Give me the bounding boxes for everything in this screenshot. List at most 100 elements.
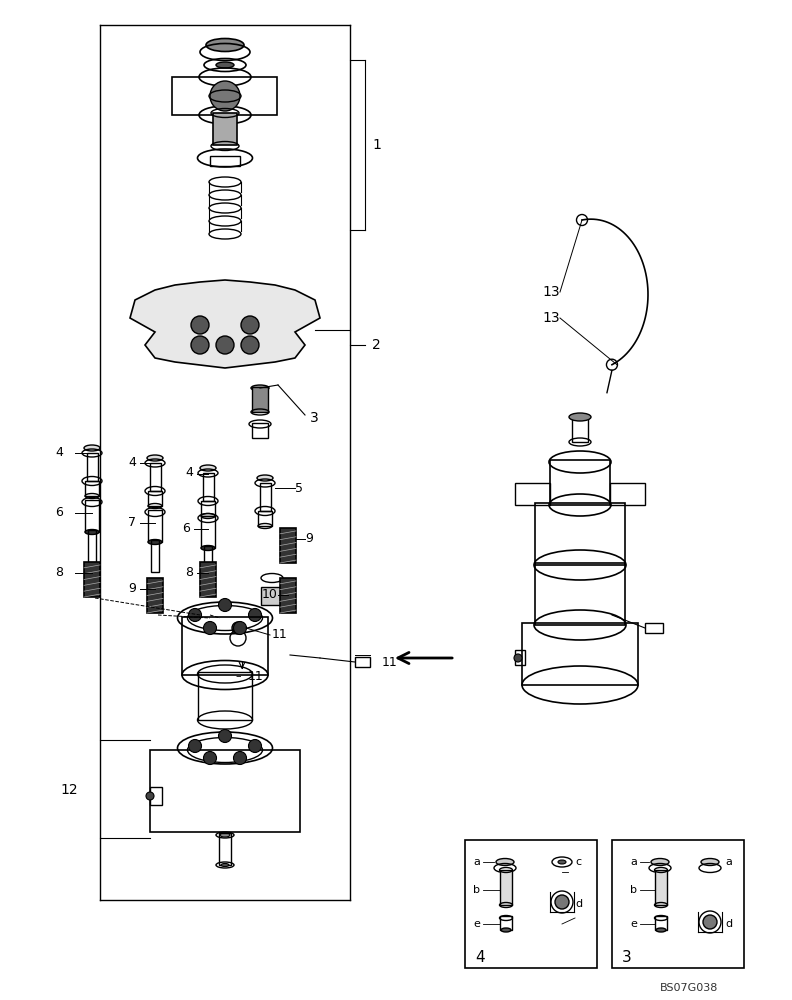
Text: 2: 2 [372, 338, 381, 352]
Bar [182, 617, 268, 675]
Bar [147, 578, 163, 613]
Bar [655, 870, 667, 905]
Bar [148, 491, 162, 506]
Text: d: d [725, 919, 732, 929]
Text: 9: 9 [128, 582, 136, 594]
Circle shape [216, 336, 234, 354]
Bar [85, 500, 99, 532]
Circle shape [232, 622, 244, 634]
Text: 7: 7 [128, 516, 136, 528]
Ellipse shape [703, 915, 717, 929]
Text: 13: 13 [542, 285, 560, 299]
Ellipse shape [496, 858, 514, 865]
Ellipse shape [216, 62, 234, 68]
Bar [201, 501, 215, 516]
Bar [260, 483, 271, 511]
Bar [213, 113, 237, 145]
Text: 10: 10 [262, 588, 278, 601]
Ellipse shape [558, 860, 566, 864]
Ellipse shape [251, 385, 269, 391]
Ellipse shape [147, 455, 163, 461]
Bar [252, 387, 268, 412]
Ellipse shape [221, 863, 229, 866]
Text: 1: 1 [372, 138, 381, 152]
Ellipse shape [148, 540, 162, 544]
Text: 8: 8 [55, 566, 63, 578]
Ellipse shape [200, 465, 216, 471]
Bar [261, 587, 283, 605]
Circle shape [146, 792, 154, 800]
Circle shape [219, 598, 231, 611]
Text: d: d [575, 899, 582, 909]
Ellipse shape [85, 530, 99, 534]
Text: 4: 4 [475, 950, 485, 966]
Circle shape [188, 608, 201, 621]
Text: a: a [473, 857, 480, 867]
Text: 4: 4 [55, 446, 63, 458]
Text: 11: 11 [272, 629, 287, 642]
Text: BS07G038: BS07G038 [660, 983, 718, 993]
Bar [612, 840, 744, 968]
Text: 11: 11 [382, 656, 398, 668]
Circle shape [241, 336, 259, 354]
Text: 13: 13 [542, 311, 560, 325]
Bar [148, 510, 162, 542]
Bar [535, 503, 625, 565]
Text: 5: 5 [295, 482, 303, 494]
Ellipse shape [555, 895, 569, 909]
Ellipse shape [220, 833, 230, 837]
Text: e: e [630, 919, 637, 929]
Bar [610, 483, 645, 505]
Ellipse shape [201, 546, 215, 550]
Bar [252, 423, 268, 438]
Text: e: e [473, 919, 480, 929]
Text: b: b [473, 885, 480, 895]
Bar [203, 473, 214, 501]
Circle shape [241, 316, 259, 334]
Text: 11: 11 [248, 670, 264, 682]
Bar [572, 417, 588, 442]
Text: 12: 12 [60, 783, 78, 797]
Text: a: a [725, 857, 732, 867]
Bar [88, 530, 96, 562]
Ellipse shape [569, 413, 591, 421]
Text: 3: 3 [622, 950, 632, 966]
Bar [280, 578, 296, 613]
Bar [85, 481, 99, 496]
Text: c: c [575, 857, 581, 867]
Ellipse shape [84, 445, 100, 451]
Text: –: – [235, 671, 241, 681]
Circle shape [191, 336, 209, 354]
Bar [150, 787, 162, 805]
Bar [198, 672, 252, 720]
Bar [150, 750, 300, 832]
Ellipse shape [501, 928, 511, 932]
Bar [500, 870, 512, 905]
Bar [280, 528, 296, 563]
Ellipse shape [257, 475, 273, 481]
Circle shape [210, 81, 240, 111]
Bar [515, 650, 525, 665]
Circle shape [249, 740, 261, 752]
Text: 3: 3 [310, 411, 318, 425]
Ellipse shape [701, 858, 719, 865]
Circle shape [204, 621, 216, 635]
Circle shape [204, 752, 216, 764]
Circle shape [188, 740, 201, 752]
Ellipse shape [206, 38, 244, 51]
Bar [500, 916, 512, 930]
Bar [200, 562, 216, 597]
Circle shape [249, 608, 261, 621]
Text: a: a [630, 857, 637, 867]
Bar [522, 623, 638, 685]
Text: 4: 4 [185, 466, 193, 480]
Circle shape [219, 730, 231, 742]
Text: b: b [630, 885, 637, 895]
Bar [550, 460, 610, 505]
Text: 6: 6 [182, 522, 190, 534]
Circle shape [191, 316, 209, 334]
Bar [84, 562, 100, 597]
Bar [355, 657, 370, 667]
Ellipse shape [651, 858, 669, 865]
Ellipse shape [656, 928, 666, 932]
